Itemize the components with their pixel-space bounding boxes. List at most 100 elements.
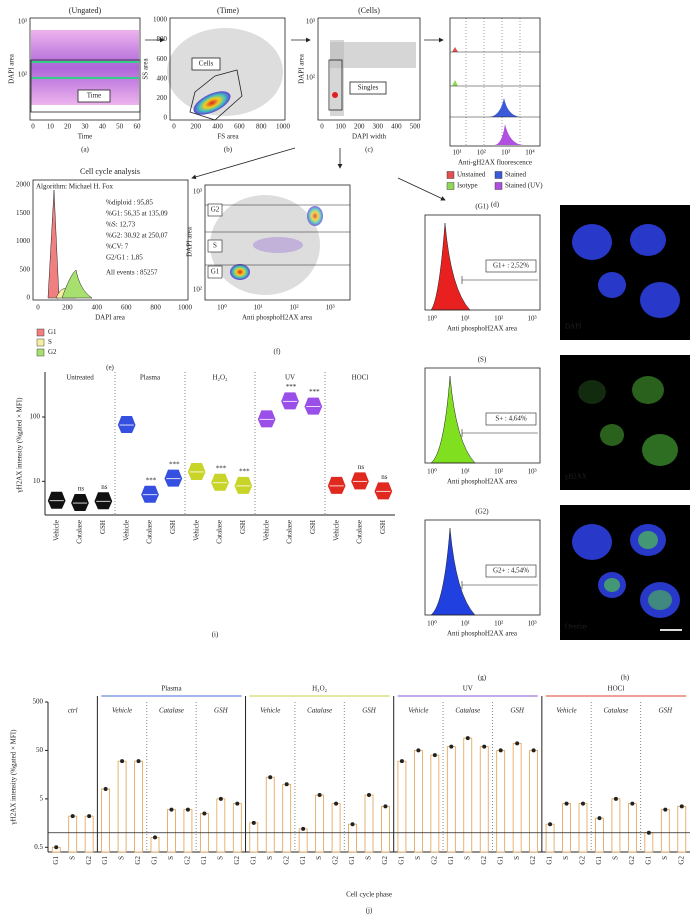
bar [446, 746, 456, 853]
bar-top [465, 736, 470, 741]
bar-top [581, 801, 585, 806]
y-tick-label: 0 [164, 114, 168, 122]
bar [134, 760, 143, 853]
histogram [494, 124, 524, 145]
histogram [61, 269, 93, 299]
x-tick-label: 1000 [178, 304, 193, 312]
x-tick-label: 10⁴ [525, 149, 535, 157]
x-tick-label: 10² [494, 468, 503, 476]
bar [315, 794, 325, 853]
bar-top [87, 814, 92, 819]
bar-top [235, 801, 240, 806]
x-tick-label: 500 [410, 123, 421, 131]
bar-top [432, 753, 437, 758]
plot-frame [317, 17, 421, 121]
group-label: UV [285, 374, 295, 382]
scatter-density [167, 28, 283, 116]
legend-label: S [48, 338, 52, 346]
group-label: Plasma [161, 685, 182, 693]
x-axis-label: Anti phosphoH2AX area [447, 630, 518, 638]
bar [150, 837, 160, 853]
x-axis-label: Anti-gH2AX fluorescence [458, 159, 532, 167]
x-tick-label: 1000 [276, 123, 291, 131]
significance: ns [358, 463, 365, 471]
violin [141, 485, 159, 503]
violin [47, 491, 66, 509]
bar-top [120, 759, 125, 764]
group-label: UV [463, 685, 473, 693]
x-tick-label: G1 [249, 856, 257, 865]
bar [381, 805, 390, 853]
bar-top [515, 741, 520, 746]
x-tick-label: 60 [134, 123, 142, 131]
nucleus [640, 282, 680, 318]
x-tick-label: Catalase [286, 520, 294, 544]
x-tick-label: S [365, 856, 373, 860]
x-tick-label: G1 [101, 856, 109, 865]
bar [545, 823, 555, 853]
x-tick-label: 400 [92, 304, 103, 312]
violin [117, 416, 136, 434]
panel-label: (g) [478, 674, 487, 682]
x-tick-label: 10 [47, 123, 55, 131]
x-tick-label: 200 [354, 123, 365, 131]
panel-label: (d) [491, 201, 500, 209]
bar-top [284, 782, 289, 787]
x-tick-label: G1 [595, 856, 603, 865]
x-tick-label: G2 [332, 856, 340, 865]
x-tick-label: S [562, 856, 570, 860]
gate-label: G2 [211, 206, 220, 214]
x-axis-label: Cell cycle phase [346, 891, 392, 899]
subgroup-label: Catalase [307, 707, 332, 715]
subgroup-label: GSH [214, 707, 229, 715]
x-axis-label: Anti phosphoH2AX area [242, 314, 313, 322]
bar [578, 803, 588, 853]
gate-label-box [349, 81, 387, 95]
bar-top [301, 826, 306, 831]
nucleus [572, 524, 612, 560]
gate-label: G1+ : 2,52% [493, 262, 529, 270]
x-tick-label: 0 [320, 123, 324, 131]
x-tick-label: S [266, 856, 274, 860]
histogram [430, 222, 471, 311]
x-axis-label: DAPI width [352, 133, 387, 141]
group-label: HOCl [352, 374, 369, 382]
x-tick-label: 10¹ [461, 468, 470, 476]
x-tick-label: G2 [430, 856, 438, 865]
x-axis-label: FS area [217, 133, 239, 141]
bar-top [153, 835, 157, 840]
nucleus [630, 224, 666, 256]
x-tick-label: 10³ [527, 620, 536, 628]
image-label: Overlay [565, 623, 588, 631]
plot-frame [32, 179, 189, 301]
significance: *** [169, 460, 180, 468]
x-tick-label: 10³ [501, 149, 510, 157]
violin [71, 494, 89, 512]
gate-label: Time [87, 92, 102, 100]
x-tick-label: 10³ [527, 468, 536, 476]
x-tick-label: S [118, 856, 126, 860]
bar [364, 794, 374, 853]
gate-label-box [485, 564, 537, 578]
gate-label: G2+ : 4,54% [493, 567, 529, 575]
bar [232, 803, 242, 853]
gate-label: Singles [358, 84, 379, 92]
bar [677, 805, 687, 853]
y-axis-label: DAPI area [186, 226, 194, 257]
x-tick-label: 400 [391, 123, 402, 131]
bar [463, 737, 473, 853]
x-axis-label: DAPI area [95, 314, 126, 322]
x-tick-label: S [661, 856, 669, 860]
panel-label: (j) [366, 907, 373, 915]
x-tick-label: G1 [151, 856, 159, 865]
gate-label-box [207, 239, 223, 253]
bar [644, 832, 654, 853]
bar-top [367, 793, 371, 798]
histogram [488, 98, 522, 117]
x-tick-label: G1 [447, 856, 455, 865]
violin [164, 469, 183, 487]
x-tick-label: G1 [496, 856, 504, 865]
focus-cloud [604, 578, 620, 592]
gate-label-box [485, 259, 537, 273]
histogram [452, 47, 458, 52]
